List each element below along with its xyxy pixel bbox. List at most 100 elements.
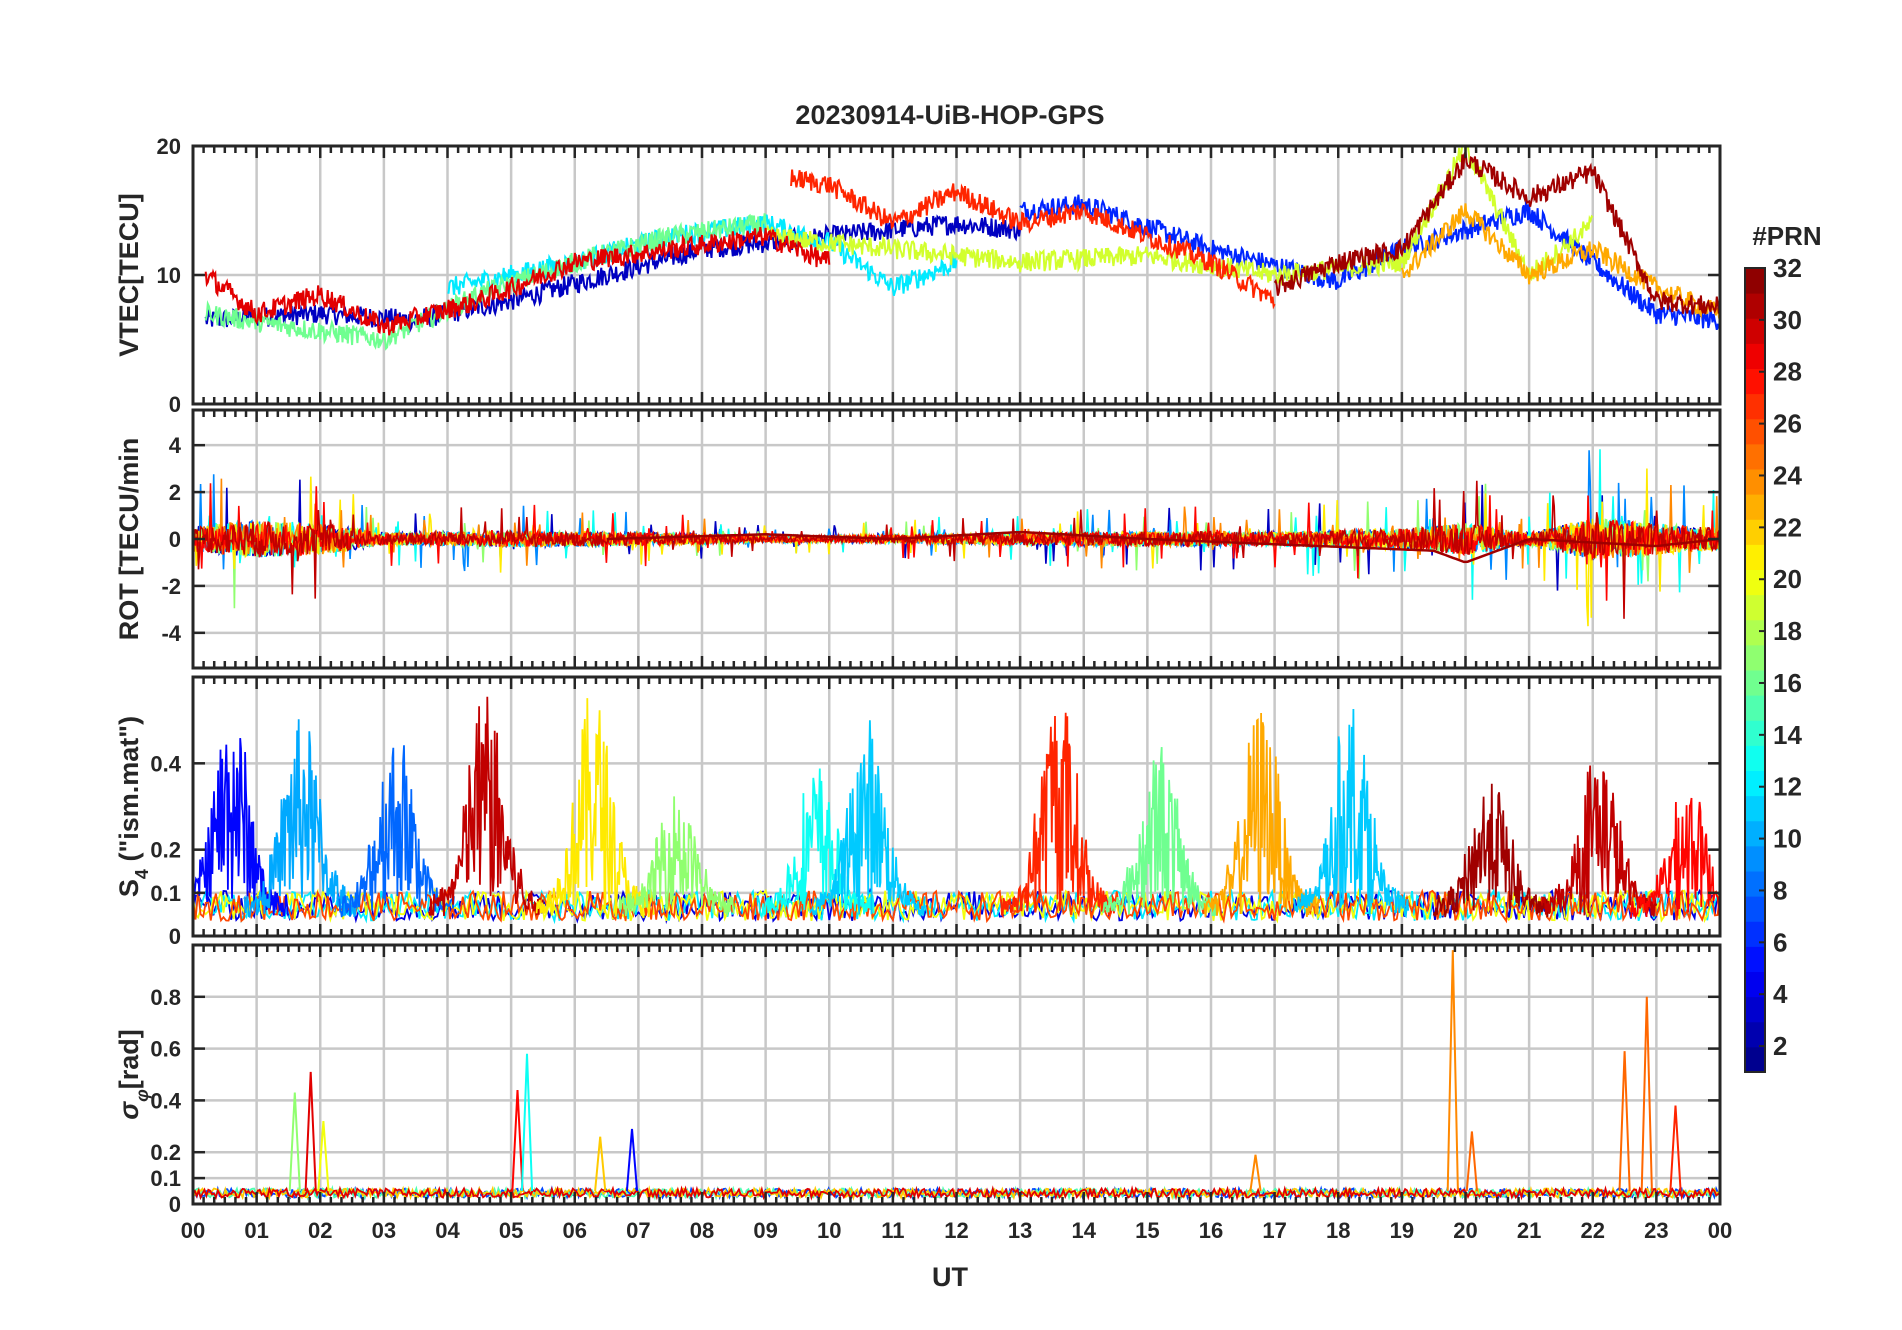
s4-burst-prn-31	[1432, 783, 1550, 918]
s4-burst-prn-30	[1541, 765, 1658, 917]
s4-burst-prn-30	[428, 696, 544, 917]
data-layer	[193, 449, 1720, 627]
colorbar-segment	[1745, 418, 1765, 445]
x-tick-label: 00	[1708, 1218, 1732, 1243]
colorbar-segment	[1745, 1021, 1765, 1048]
sigma-spike-prn-5	[625, 1128, 639, 1192]
x-tick-label: 11	[881, 1218, 904, 1243]
y-tick-label: 0.2	[150, 838, 181, 863]
colorbar-segment	[1745, 368, 1765, 395]
colorbar-tick-label: 24	[1773, 460, 1802, 490]
x-tick-label: 21	[1517, 1218, 1541, 1243]
x-tick-label: 13	[1008, 1218, 1032, 1243]
s4-burst-prn-8	[338, 745, 455, 918]
y-tick-label: 0	[169, 924, 181, 949]
x-tick-label: 12	[944, 1218, 968, 1243]
s4-burst-prn-11	[809, 720, 926, 917]
colorbar-segment	[1745, 619, 1765, 646]
vtec-series-prn-23	[1400, 203, 1720, 322]
colorbar-frame	[1744, 267, 1766, 1073]
y-tick-label: 20	[157, 134, 181, 159]
y-axis-label-s4: S4 ("ism.mat")	[114, 716, 152, 897]
colorbar-segment	[1745, 946, 1765, 972]
vtec-series-prn-19	[765, 146, 1594, 287]
y-axis-label-sub: 4	[132, 869, 152, 879]
x-tick-label: 06	[563, 1218, 587, 1243]
s4-burst-prn-23	[1203, 712, 1321, 918]
sigma-spike-prn-27	[1669, 1105, 1682, 1192]
colorbar-segment	[1745, 443, 1765, 470]
x-axis-label: UT	[932, 1262, 968, 1292]
y-tick-label: 0.1	[150, 1166, 181, 1191]
s4-burst-prn-17	[618, 796, 735, 917]
x-tick-label: 02	[308, 1218, 332, 1243]
s4-burst-prn-13	[758, 768, 875, 920]
x-tick-label: 18	[1326, 1218, 1350, 1243]
panel-vtec: 0 10 20 VTEC[TECU]	[114, 134, 1722, 417]
y-tick-label: 0	[169, 527, 181, 552]
y-axis-label-rest: ("ism.mat")	[114, 716, 144, 869]
panel-rot: -4 -2 0 2 4 ROT [TECU/min	[114, 408, 1722, 670]
x-tick-label: 14	[1072, 1218, 1097, 1243]
vtec-series-prn-3	[204, 214, 1022, 334]
panel-sigma: 00.10.2 0.4 0.6 0.8 σφ[rad]	[114, 943, 1722, 1217]
colorbar-tick-label: 18	[1773, 616, 1802, 646]
colorbar-tick-label: 12	[1773, 772, 1802, 802]
colorbar-tick-label: 6	[1773, 927, 1787, 957]
x-tick-label: 07	[626, 1218, 650, 1243]
x-tick-label: 08	[690, 1218, 714, 1243]
sigma-spike-prn-29	[304, 1071, 317, 1192]
y-tick-label: -4	[161, 621, 181, 646]
y-axis-label-sigma: σφ[rad]	[114, 1029, 152, 1120]
colorbar-title: #PRN	[1752, 221, 1821, 251]
colorbar-segment	[1745, 544, 1765, 570]
y-tick-label: 2	[169, 480, 181, 505]
colorbar-segment	[1745, 268, 1765, 294]
colorbar-tick-label: 28	[1773, 357, 1802, 387]
y-axis-label-rot: ROT [TECU/min	[114, 438, 144, 641]
x-tick-label: 20	[1453, 1218, 1477, 1243]
y-tick-label: 0.1	[150, 881, 181, 906]
x-tick-label: 22	[1581, 1218, 1605, 1243]
sigma-spike-prn-24	[1446, 950, 1459, 1192]
colorbar-segment	[1745, 594, 1765, 621]
sigma-spike-prn-24	[1249, 1154, 1262, 1192]
sigma-spike-prn-20	[317, 1121, 330, 1192]
colorbar-segment	[1745, 871, 1765, 897]
y-tick-label: 0	[169, 1192, 181, 1217]
colorbar-segment	[1745, 494, 1765, 520]
x-tick-label: 00	[181, 1218, 205, 1243]
colorbar-tick-label: 32	[1773, 253, 1802, 283]
colorbar-tick-label: 10	[1773, 824, 1802, 854]
sigma-spike-prn-22	[594, 1136, 607, 1192]
colorbar-segment	[1745, 343, 1765, 369]
chart-title: 20230914-UiB-HOP-GPS	[795, 100, 1104, 130]
colorbar-segment	[1745, 644, 1765, 671]
colorbar-segment	[1745, 670, 1765, 696]
s4-burst-prn-28	[1630, 797, 1720, 920]
data-layer	[193, 696, 1720, 925]
x-tick-label: 23	[1644, 1218, 1668, 1243]
colorbar-tick-label: 16	[1773, 668, 1802, 698]
colorbar-segment	[1745, 519, 1765, 545]
y-axis-label-rest: [rad]	[114, 1029, 144, 1089]
y-tick-label: 0.2	[150, 1140, 181, 1165]
x-tick-label: 15	[1135, 1218, 1159, 1243]
colorbar-tick-label: 22	[1773, 512, 1802, 542]
colorbar-segment	[1745, 745, 1765, 771]
colorbar-segment	[1745, 318, 1765, 344]
colorbar-tick-label: 26	[1773, 409, 1802, 439]
x-tick-label: 03	[372, 1218, 396, 1243]
colorbar-tick-label: 14	[1773, 720, 1802, 750]
s4-burst-prn-27	[1000, 712, 1117, 919]
s4-baseline-prn-26	[193, 888, 1720, 924]
x-tick-label: 04	[435, 1218, 460, 1243]
y-tick-label: 10	[157, 263, 181, 288]
colorbar-segment	[1745, 996, 1765, 1023]
colorbar-segment	[1745, 770, 1765, 797]
colorbar-segment	[1745, 820, 1765, 847]
y-tick-label: 0.6	[150, 1037, 181, 1062]
